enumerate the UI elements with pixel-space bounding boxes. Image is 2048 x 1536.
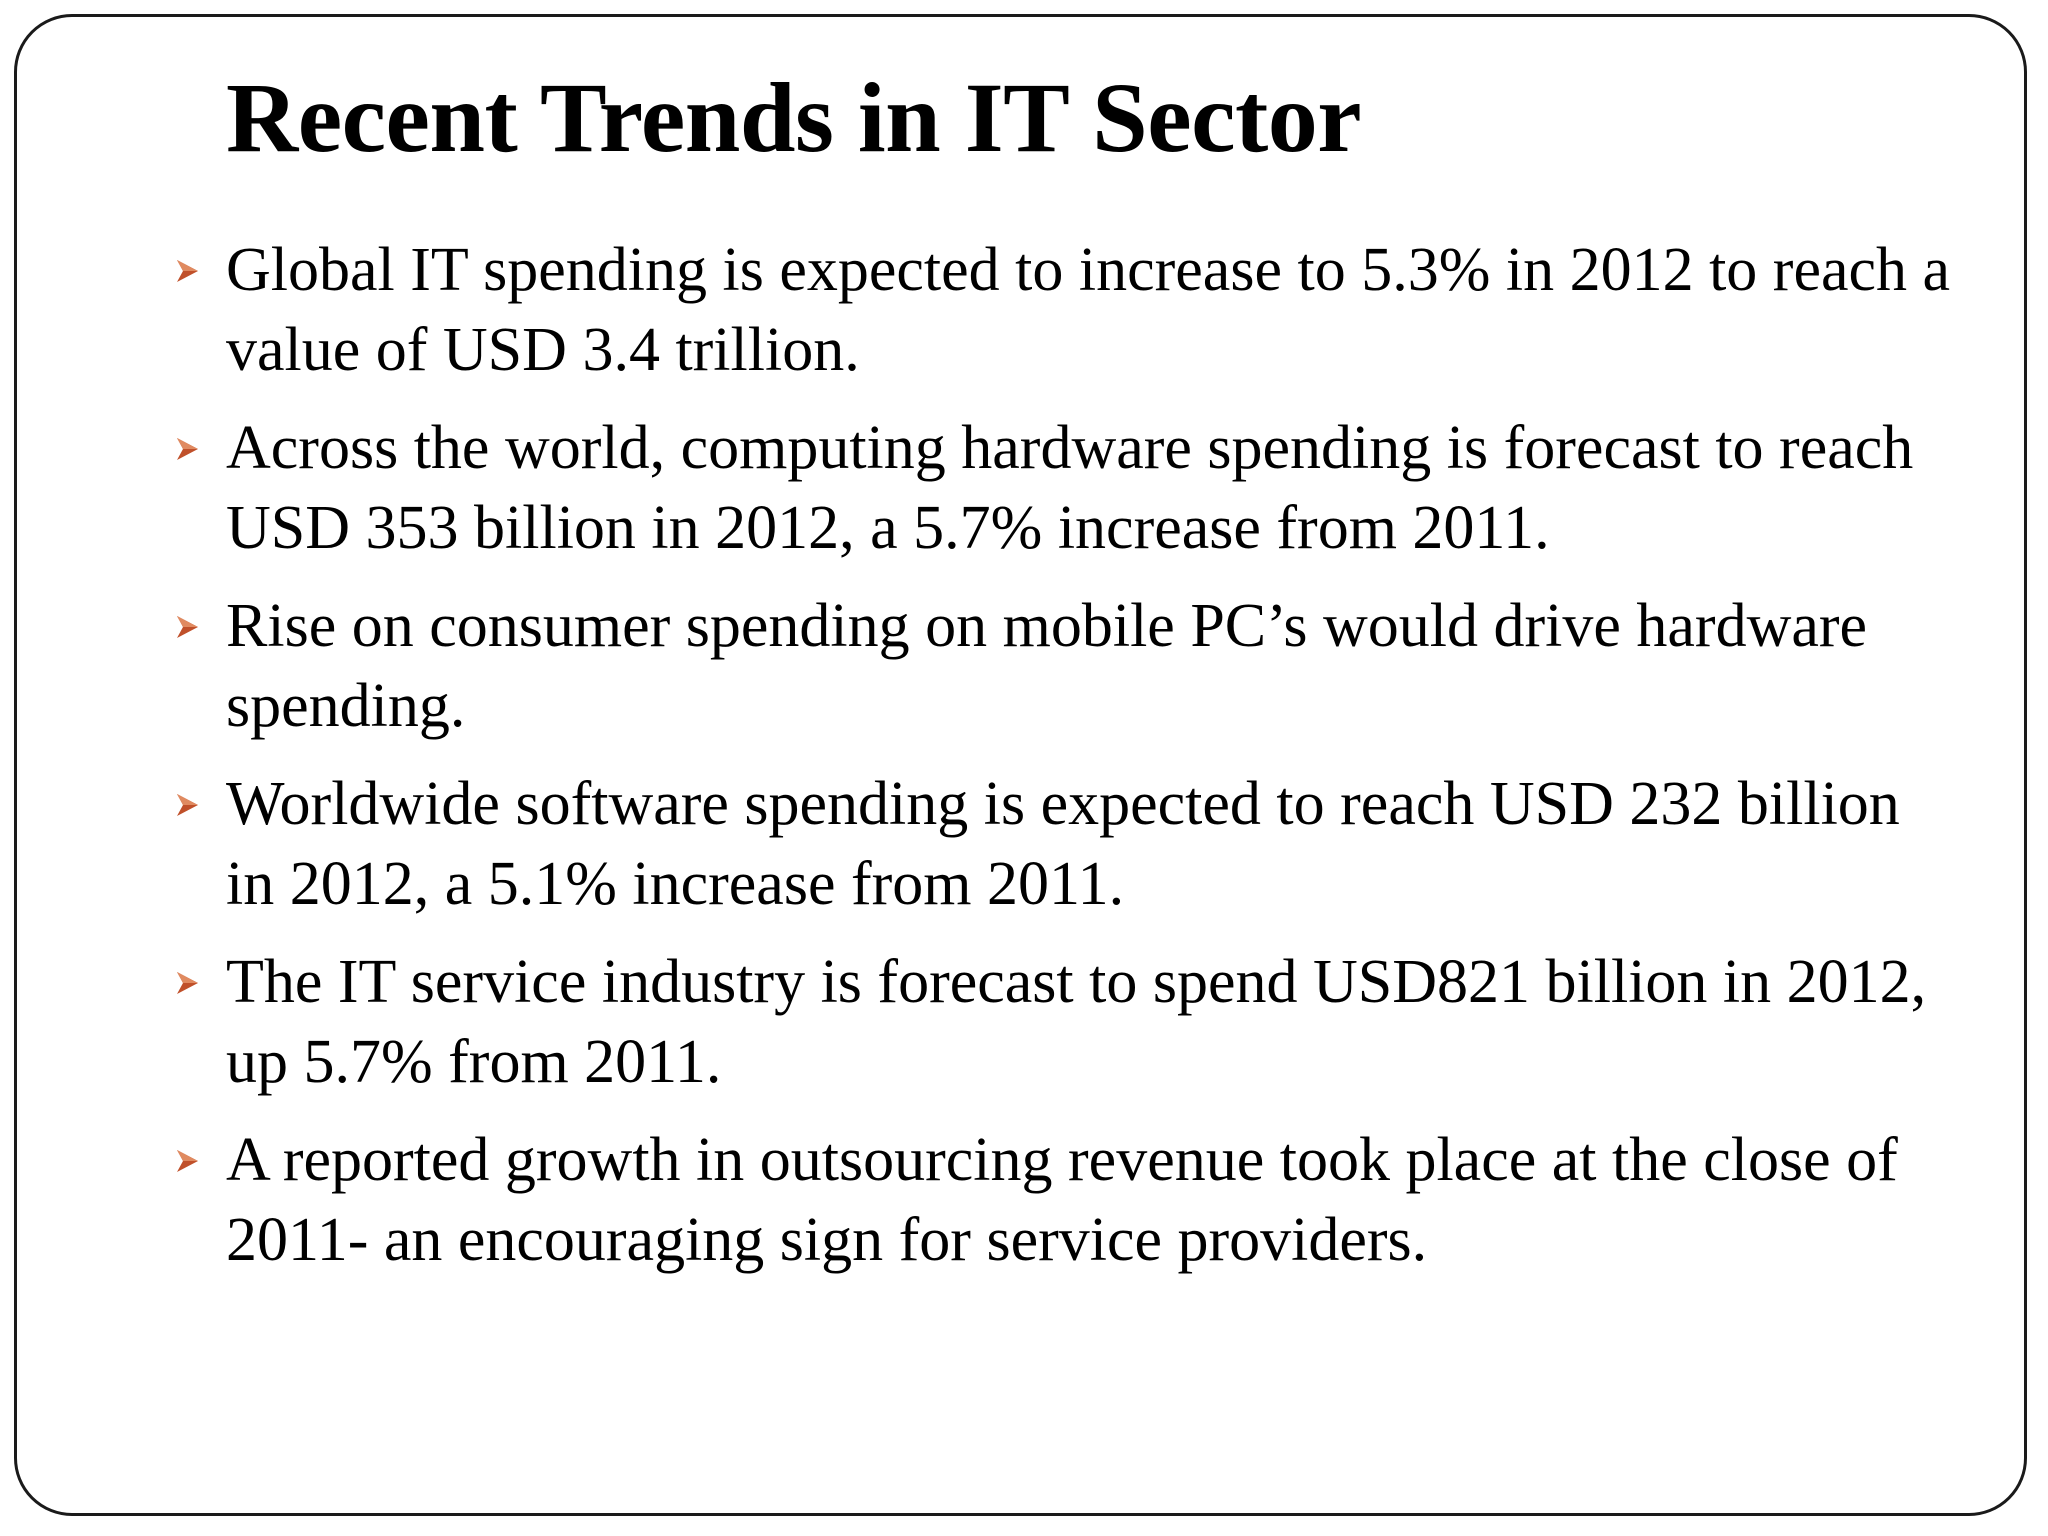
bullet-item: A reported growth in outsourcing revenue… [168, 1120, 1958, 1280]
slide-frame [14, 14, 2027, 1516]
arrowhead-bullet-icon [177, 616, 198, 638]
arrowhead-bullet-icon [177, 794, 198, 816]
bullet-text: Global IT spending is expected to increa… [226, 236, 1951, 384]
bullet-item: Rise on consumer spending on mobile PC’s… [168, 586, 1958, 746]
arrowhead-bullet-icon [177, 438, 198, 460]
slide-title: Recent Trends in IT Sector [226, 62, 1362, 173]
bullet-item: Across the world, computing hardware spe… [168, 408, 1958, 568]
bullet-item: Worldwide software spending is expected … [168, 764, 1958, 924]
bullet-text: Worldwide software spending is expected … [226, 770, 1900, 918]
bullet-item: Global IT spending is expected to increa… [168, 230, 1958, 390]
bullet-list: Global IT spending is expected to increa… [168, 230, 1958, 1298]
arrowhead-bullet-icon [177, 1150, 198, 1172]
bullet-text: The IT service industry is forecast to s… [226, 948, 1927, 1096]
arrowhead-bullet-icon [177, 972, 198, 994]
arrowhead-bullet-icon [177, 260, 198, 282]
bullet-text: A reported growth in outsourcing revenue… [226, 1126, 1898, 1274]
bullet-text: Across the world, computing hardware spe… [226, 414, 1914, 562]
bullet-text: Rise on consumer spending on mobile PC’s… [226, 592, 1868, 740]
bullet-item: The IT service industry is forecast to s… [168, 942, 1958, 1102]
